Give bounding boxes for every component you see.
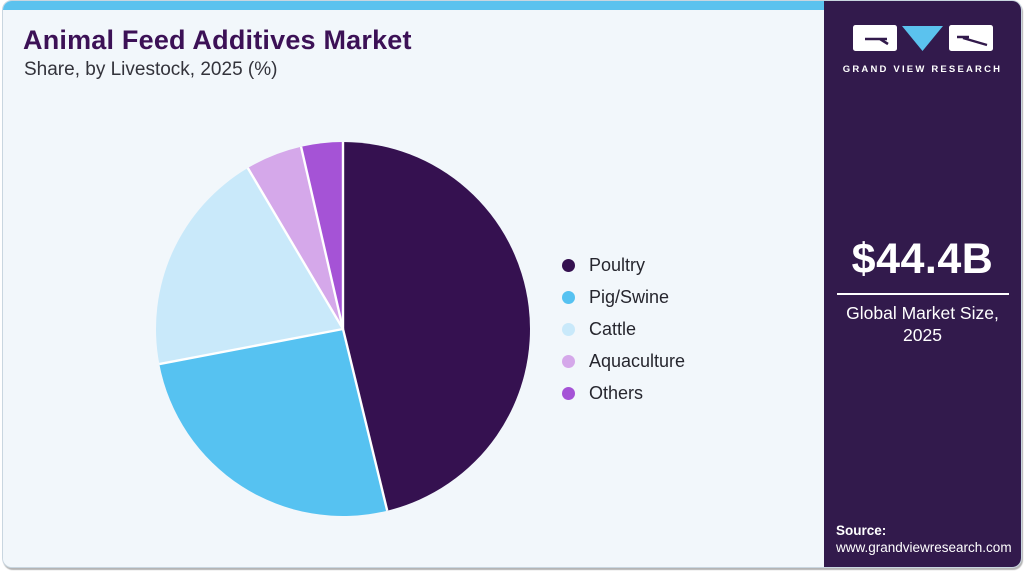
slice-separator (341, 328, 389, 511)
page-subtitle: Share, by Livestock, 2025 (%) (24, 59, 278, 80)
pie-slice-cattle (156, 168, 343, 365)
pie-slice-poultry (343, 142, 530, 511)
brand-name: GRAND VIEW RESEARCH (842, 64, 1003, 75)
source-url[interactable]: www.grandviewresearch.com (836, 540, 1012, 555)
chart-panel: Animal Feed Additives Market Share, by L… (3, 1, 824, 567)
source-block: Source: www.grandviewresearch.com (836, 523, 1012, 555)
market-size-block: $44.4B Global Market Size, 2025 (824, 235, 1021, 347)
sidebar: GRAND VIEW RESEARCH $44.4B Global Market… (824, 1, 1021, 567)
pie-chart (156, 142, 530, 516)
legend-item-aquaculture: Aquaculture (562, 345, 685, 377)
legend-item-poultry: Poultry (562, 249, 685, 281)
source-label: Source: (836, 523, 887, 538)
divider-line (836, 293, 1009, 295)
legend-dot-icon (562, 258, 575, 272)
slice-separator (159, 327, 344, 366)
brand-logo: GRAND VIEW RESEARCH (824, 25, 1021, 75)
legend-item-cattle: Cattle (562, 313, 685, 345)
gvr-logo-icon (852, 25, 993, 51)
top-accent-bar (3, 1, 824, 10)
chart-legend: Poultry Pig/Swine Cattle Aquaculture Others (562, 249, 685, 409)
legend-dot-icon (562, 322, 575, 336)
legend-label: Cattle (589, 318, 637, 339)
slice-separator (299, 146, 345, 330)
logo-g-glyph (864, 37, 889, 46)
legend-item-pig-swine: Pig/Swine (562, 281, 685, 313)
logo-r-block (948, 25, 993, 51)
legend-label: Others (589, 382, 644, 403)
page-title: Animal Feed Additives Market (23, 25, 412, 55)
legend-label: Poultry (589, 254, 646, 275)
legend-item-others: Others (562, 377, 685, 409)
market-size-label: Global Market Size, 2025 (846, 303, 999, 345)
legend-dot-icon (562, 386, 575, 400)
legend-label: Pig/Swine (589, 286, 670, 307)
legend-label: Aquaculture (589, 350, 686, 371)
slice-separator (246, 167, 345, 330)
legend-dot-icon (562, 290, 575, 304)
market-size-value: $44.4B (851, 235, 994, 283)
pie-slice-aquaculture (247, 146, 343, 329)
logo-v-triangle (901, 26, 943, 51)
legend-dot-icon (562, 354, 575, 368)
logo-r-glyph (956, 35, 987, 47)
pie-slice-pig-swine (159, 329, 388, 516)
